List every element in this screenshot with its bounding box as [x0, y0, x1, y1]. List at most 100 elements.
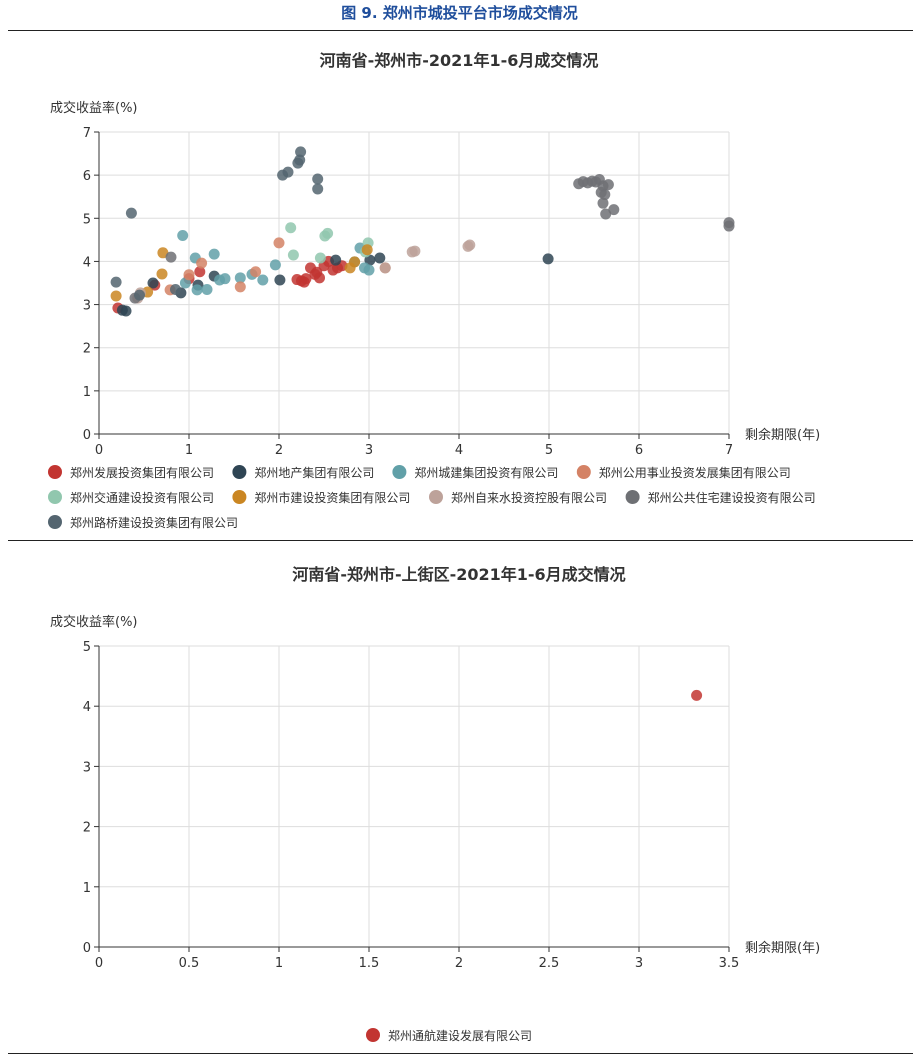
- data-point: [608, 204, 620, 216]
- x-tick-label: 7: [725, 443, 733, 458]
- data-point: [120, 305, 132, 317]
- x-tick-label: 1: [185, 443, 193, 458]
- y-tick-label: 6: [83, 169, 91, 184]
- legend-label: 郑州自来水投资控股有限公司: [451, 490, 607, 505]
- legend-marker: [429, 490, 443, 504]
- x-tick-label: 1.5: [359, 956, 380, 971]
- bottom-rule: [8, 1053, 913, 1054]
- y-tick-label: 5: [83, 212, 91, 227]
- legend: 郑州通航建设发展有限公司: [366, 1028, 532, 1043]
- data-point: [723, 220, 735, 232]
- legend-marker: [576, 465, 591, 479]
- data-point: [147, 277, 159, 289]
- x-axis-label: 剩余期限(年): [745, 427, 820, 443]
- data-point: [361, 244, 373, 256]
- data-point: [257, 274, 269, 286]
- data-point: [165, 251, 177, 263]
- data-point: [219, 273, 231, 285]
- data-point: [462, 240, 474, 252]
- data-point: [294, 154, 306, 166]
- data-point: [314, 252, 326, 264]
- legend-label: 郑州路桥建设投资集团有限公司: [70, 515, 238, 530]
- y-tick-label: 0: [83, 941, 91, 956]
- legend-label: 郑州发展投资集团有限公司: [70, 465, 214, 480]
- top-rule: [8, 30, 913, 31]
- x-tick-label: 0: [95, 956, 103, 971]
- legend-marker: [392, 465, 407, 479]
- middle-rule: [8, 540, 913, 541]
- data-point: [364, 254, 376, 266]
- data-point: [298, 276, 310, 288]
- x-tick-label: 0.5: [179, 956, 200, 971]
- legend-marker: [232, 490, 247, 504]
- chart-1: 河南省-郑州市-2021年1-6月成交情况 0 1 2 3 4 5 6 7 0 1 2 3 4 5 6 7 成交收…: [48, 51, 820, 530]
- data-point: [322, 227, 334, 239]
- data-point: [183, 269, 195, 281]
- data-point: [374, 252, 386, 264]
- y-tick-label: 4: [83, 255, 91, 270]
- x-tick-label: 2: [275, 443, 283, 458]
- data-point: [157, 247, 169, 259]
- data-point: [282, 166, 294, 178]
- data-point: [110, 290, 122, 302]
- legend-marker: [232, 465, 247, 479]
- data-point: [196, 257, 208, 269]
- data-point: [379, 262, 391, 274]
- y-axis-label: 成交收益率(%): [50, 100, 138, 116]
- data-point: [201, 283, 213, 295]
- data-point: [330, 254, 342, 266]
- x-tick-label: 2.5: [539, 956, 560, 971]
- data-point: [274, 274, 286, 286]
- legend-marker: [48, 515, 62, 529]
- x-tick-label: 6: [635, 443, 643, 458]
- data-point: [344, 262, 356, 274]
- legend-label: 郑州市建设投资集团有限公司: [254, 490, 410, 505]
- legend-label: 郑州城建集团投资有限公司: [414, 465, 558, 480]
- x-tick-label: 1: [275, 956, 283, 971]
- legend-marker: [48, 490, 62, 504]
- legend-marker: [366, 1028, 380, 1042]
- chart-2: 河南省-郑州市-上街区-2021年1-6月成交情况 0 0.5 1 1.5 2 2.5 3 3.…: [50, 565, 820, 1043]
- x-axis-label: 剩余期限(年): [745, 940, 820, 956]
- y-tick-label: 3: [83, 760, 91, 775]
- legend-label: 郑州公共住宅建设投资有限公司: [648, 490, 816, 505]
- x-tick-label: 0: [95, 443, 103, 458]
- x-tick-label: 4: [455, 443, 463, 458]
- data-point: [295, 146, 307, 158]
- data-point: [312, 183, 324, 195]
- x-tick-label: 3.5: [719, 956, 740, 971]
- data-point: [125, 207, 137, 219]
- legend-marker: [625, 490, 640, 504]
- legend-label: 郑州公用事业投资发展集团有限公司: [599, 465, 791, 480]
- data-point: [110, 276, 122, 288]
- y-tick-label: 2: [83, 821, 91, 836]
- legend-label: 郑州地产集团有限公司: [254, 465, 374, 480]
- chart-title: 河南省-郑州市-2021年1-6月成交情况: [320, 51, 599, 70]
- data-point: [234, 281, 246, 293]
- y-axis-label: 成交收益率(%): [50, 614, 138, 630]
- data-point: [208, 248, 220, 260]
- legend-label: 郑州交通建设投资有限公司: [70, 490, 214, 505]
- data-point: [234, 272, 246, 284]
- data-point: [134, 289, 145, 301]
- data-point: [311, 266, 323, 278]
- y-tick-label: 3: [83, 299, 91, 314]
- data-point: [177, 230, 189, 242]
- y-tick-label: 1: [83, 385, 91, 400]
- y-tick-label: 2: [83, 342, 91, 357]
- legend-marker: [48, 465, 62, 479]
- data-point: [312, 173, 324, 185]
- legend-label: 郑州通航建设发展有限公司: [388, 1028, 532, 1043]
- data-point: [170, 283, 181, 295]
- chart-title: 河南省-郑州市-上街区-2021年1-6月成交情况: [292, 565, 625, 584]
- data-point: [250, 266, 262, 278]
- x-tick-label: 3: [365, 443, 373, 458]
- data-point: [191, 284, 203, 296]
- data-point: [597, 197, 609, 209]
- legend: 郑州发展投资集团有限公司 郑州地产集团有限公司 郑州城建集团投资有限公司 郑州公用事业…: [48, 465, 816, 530]
- data-point: [406, 246, 418, 258]
- x-tick-label: 2: [455, 956, 463, 971]
- y-tick-label: 7: [83, 126, 91, 141]
- data-point: [269, 259, 281, 271]
